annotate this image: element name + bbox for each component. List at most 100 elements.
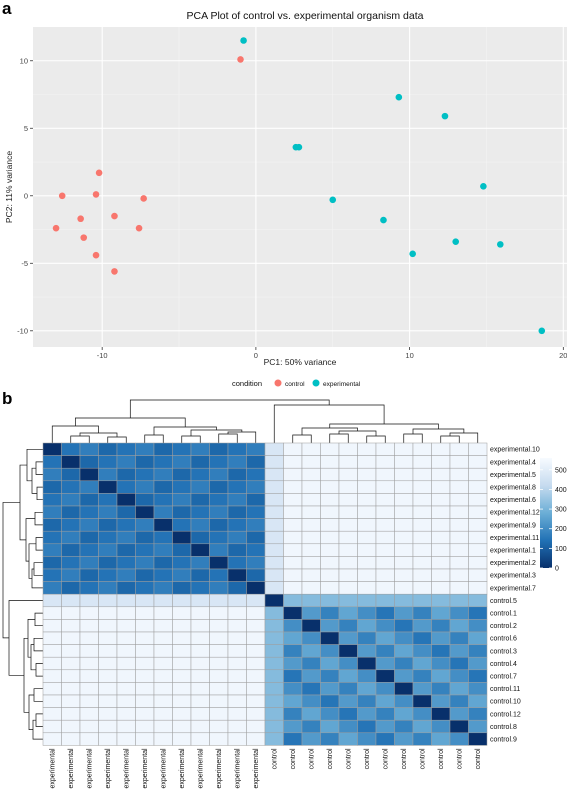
- heatmap-cell: [153, 656, 173, 671]
- heatmap-cell: [375, 719, 395, 734]
- heatmap-cell: [468, 593, 488, 608]
- heatmap-cell: [449, 505, 469, 519]
- heatmap-cell: [412, 442, 432, 456]
- heatmap-cell: [153, 669, 173, 683]
- heatmap-cell: [153, 543, 173, 557]
- heatmap-cell: [227, 682, 247, 696]
- heatmap-cell: [320, 493, 340, 507]
- heatmap-cell: [449, 581, 469, 595]
- heatmap-row-label: control.9: [490, 737, 517, 744]
- heatmap-cell: [283, 442, 303, 456]
- heatmap-cell: [301, 467, 321, 482]
- heatmap-cell: [468, 467, 488, 482]
- heatmap-cell: [449, 543, 469, 557]
- heatmap-cell: [357, 442, 377, 456]
- heatmap-cell: [42, 543, 62, 557]
- heatmap-cell: [431, 505, 451, 519]
- heatmap-cell: [394, 619, 414, 633]
- heatmap-cell: [283, 694, 303, 708]
- legend-label-experimental: experimental: [323, 381, 361, 388]
- heatmap-cell: [116, 682, 136, 696]
- heatmap-cell: [264, 480, 284, 494]
- heatmap-cell: [153, 568, 173, 582]
- heatmap-cell: [375, 707, 395, 721]
- heatmap-cell: [153, 581, 173, 595]
- heatmap-cell: [449, 694, 469, 708]
- heatmap-cell: [264, 707, 284, 721]
- heatmap-cell: [394, 719, 414, 734]
- heatmap-cell: [172, 593, 192, 608]
- heatmap-cell: [98, 682, 118, 696]
- heatmap-cell: [264, 619, 284, 633]
- heatmap-cell: [79, 694, 99, 708]
- heatmap-cell: [264, 732, 284, 746]
- heatmap-cell: [209, 493, 229, 507]
- heatmap-column-label: experimental: [142, 748, 149, 789]
- heatmap-cell: [227, 644, 247, 658]
- heatmap-cell: [190, 593, 210, 608]
- heatmap-cell: [394, 644, 414, 658]
- heatmap-cell: [61, 493, 81, 507]
- heatmap-cell: [135, 707, 155, 721]
- column-dendrogram-branch: [338, 430, 377, 436]
- heatmap-cell: [190, 619, 210, 633]
- heatmap-cell: [42, 505, 62, 519]
- heatmap-cell: [190, 656, 210, 671]
- heatmap-cell: [412, 682, 432, 696]
- heatmap-column-label: control: [272, 748, 279, 769]
- heatmap-cell: [449, 606, 469, 620]
- heatmap-cell: [412, 518, 432, 532]
- heatmap-cell: [338, 581, 358, 595]
- heatmap-cell: [227, 505, 247, 519]
- heatmap-row-label: experimental.7: [490, 585, 536, 592]
- heatmap-cell: [264, 656, 284, 671]
- heatmap-cell: [283, 556, 303, 570]
- heatmap-cell: [264, 606, 284, 620]
- heatmap-cell: [42, 656, 62, 671]
- heatmap-cell: [135, 556, 155, 570]
- heatmap-cell: [190, 631, 210, 645]
- heatmap-column-label: experimental: [253, 748, 260, 789]
- pca-point-control: [92, 191, 100, 198]
- heatmap-cell: [283, 631, 303, 645]
- heatmap-cell: [412, 543, 432, 557]
- heatmap-cell: [431, 694, 451, 708]
- heatmap-cell: [79, 619, 99, 633]
- heatmap-cell: [283, 732, 303, 746]
- heatmap-cell: [338, 543, 358, 557]
- heatmap-cell: [431, 493, 451, 507]
- heatmap-cell: [61, 518, 81, 532]
- pca-x-tick-label: 10: [405, 351, 413, 360]
- heatmap-cell: [116, 442, 136, 456]
- heatmap-cell: [449, 518, 469, 532]
- pca-x-tick-label: -10: [97, 351, 108, 360]
- heatmap-cell: [209, 480, 229, 494]
- heatmap-cell: [135, 606, 155, 620]
- heatmap-row-label: experimental.12: [490, 510, 540, 517]
- heatmap-cell: [375, 568, 395, 582]
- heatmap-cell: [449, 669, 469, 683]
- heatmap-cell: [357, 530, 377, 545]
- heatmap-cell: [301, 707, 321, 721]
- heatmap-cell: [98, 669, 118, 683]
- colorbar: 0 100 200 300 400 500: [540, 458, 567, 573]
- heatmap-cell: [209, 593, 229, 608]
- heatmap-cell: [431, 656, 451, 671]
- heatmap-cell: [468, 530, 488, 545]
- heatmap-cell: [468, 568, 488, 582]
- heatmap-cell: [338, 505, 358, 519]
- heatmap-cell: [320, 568, 340, 582]
- heatmap-cell: [79, 581, 99, 595]
- pca-point-experimental: [409, 250, 416, 258]
- heatmap-cell: [431, 707, 451, 721]
- heatmap-cell: [338, 530, 358, 545]
- heatmap-cell: [190, 530, 210, 545]
- heatmap-cell: [116, 530, 136, 545]
- colorbar-tick-label: 400: [555, 487, 567, 494]
- heatmap-cell: [301, 619, 321, 633]
- pca-scatter-plot: -10 0 10 20 -10 -5 0 5 10: [17, 27, 567, 360]
- heatmap-row-label: control.5: [490, 598, 517, 605]
- pca-point-experimental: [496, 241, 504, 248]
- heatmap-cell: [209, 707, 229, 721]
